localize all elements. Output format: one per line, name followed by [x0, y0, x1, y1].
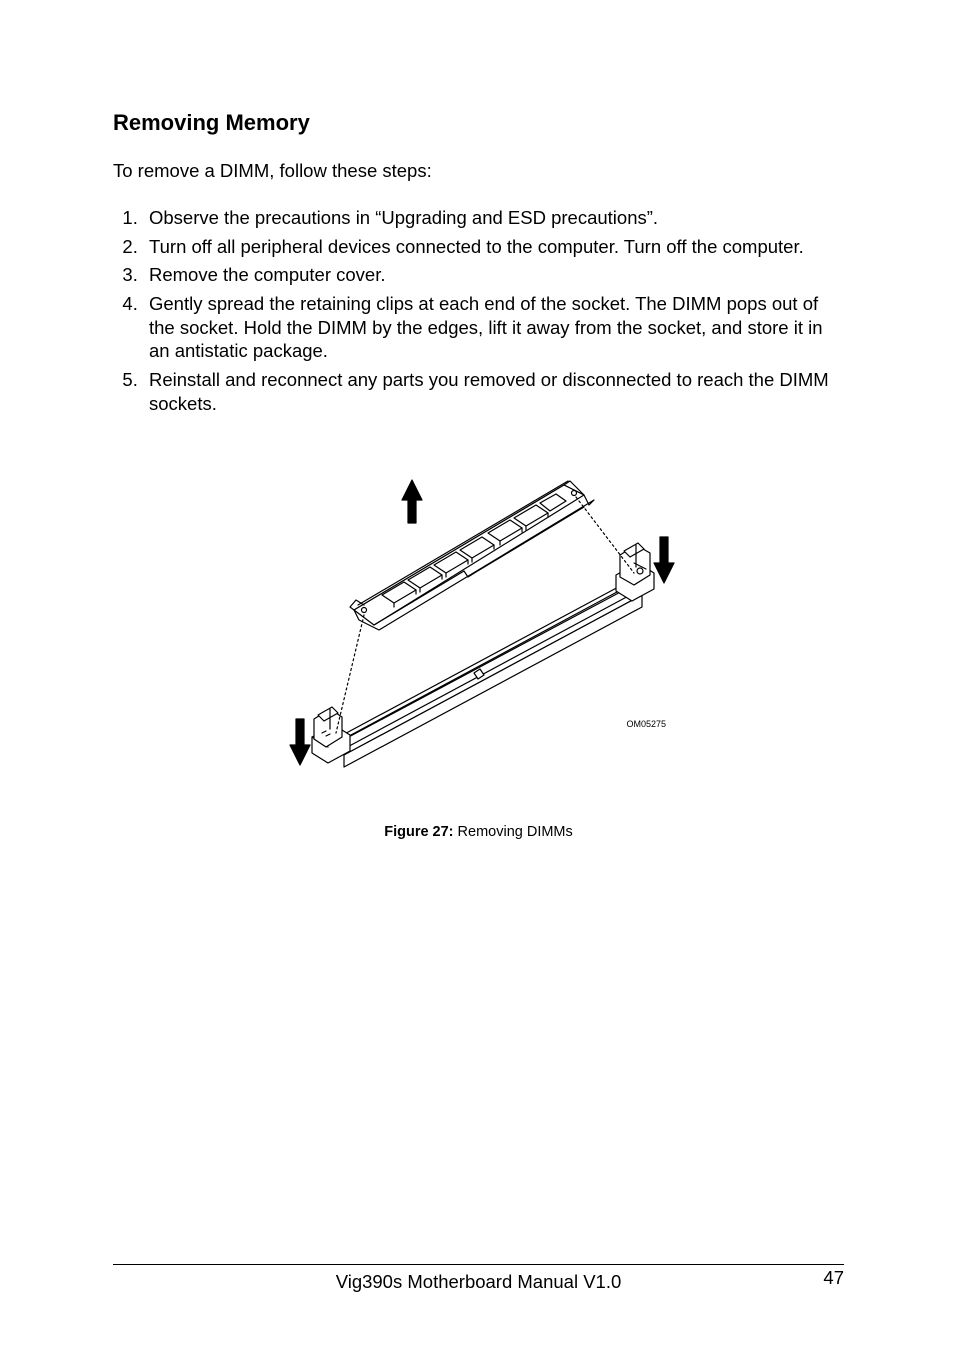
figure-code-text: OM05275: [626, 719, 666, 729]
figure-label-bold: Figure 27:: [384, 824, 453, 840]
figure-label-rest: Removing DIMMs: [454, 824, 573, 840]
page-number: 47: [823, 1267, 844, 1289]
steps-list: Observe the precautions in “Upgrading an…: [113, 206, 844, 415]
step-item: Remove the computer cover.: [143, 263, 844, 287]
intro-text: To remove a DIMM, follow these steps:: [113, 160, 844, 182]
footer-text: Vig390s Motherboard Manual V1.0: [113, 1271, 844, 1293]
figure-container: OM05275 Figure 27: Removing DIMMs: [113, 445, 844, 840]
step-item: Reinstall and reconnect any parts you re…: [143, 368, 844, 415]
step-item: Observe the precautions in “Upgrading an…: [143, 206, 844, 230]
step-item: Gently spread the retaining clips at eac…: [143, 292, 844, 363]
figure-caption: Figure 27: Removing DIMMs: [113, 824, 844, 840]
section-heading: Removing Memory: [113, 110, 844, 136]
dimm-removal-diagram: OM05275: [264, 445, 694, 790]
step-item: Turn off all peripheral devices connecte…: [143, 235, 844, 259]
page-footer: Vig390s Motherboard Manual V1.0 47: [113, 1264, 844, 1293]
